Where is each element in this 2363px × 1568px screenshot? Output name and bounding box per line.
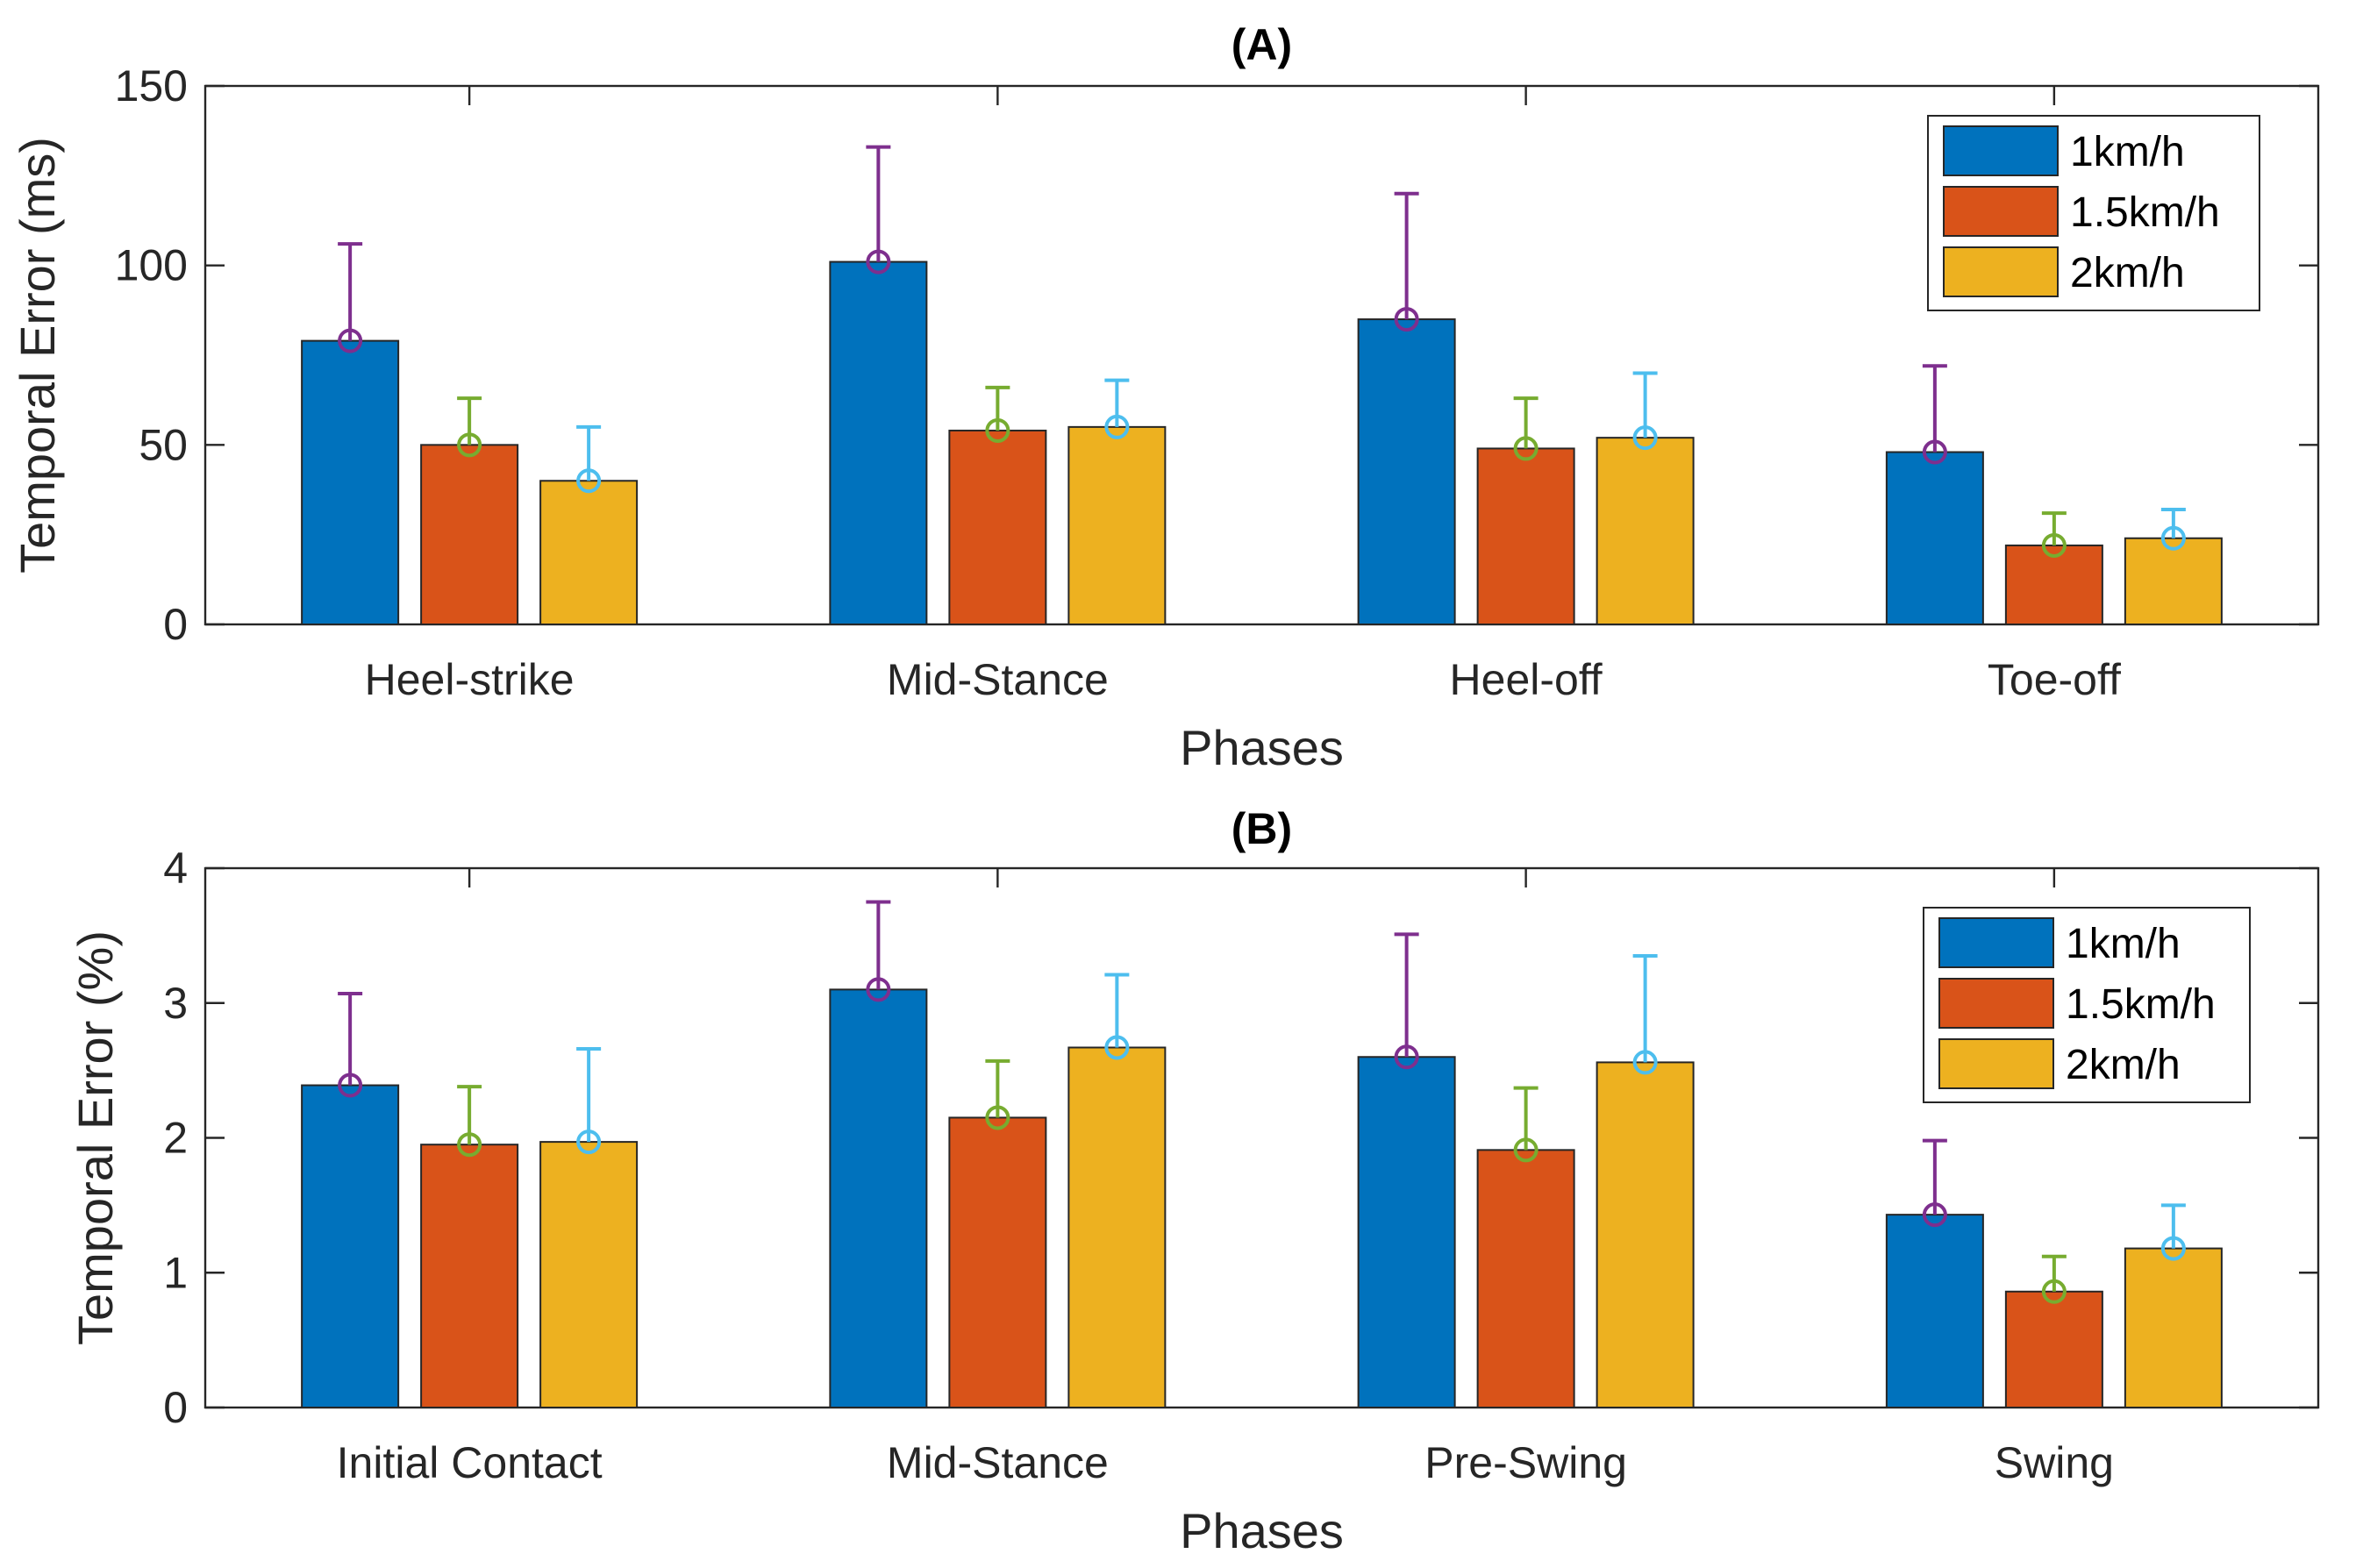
mean-marker — [1632, 425, 1658, 451]
y-tick-label: 2 — [163, 1114, 188, 1163]
bar — [1357, 318, 1456, 625]
y-tick-label: 0 — [163, 600, 188, 649]
bar — [948, 1116, 1047, 1408]
bar — [1357, 1056, 1456, 1408]
legend-swatch — [1938, 1038, 2054, 1089]
y-axis-label: Temporal Error (ms) — [10, 137, 65, 574]
mean-marker — [457, 1132, 482, 1158]
x-axis-label: Phases — [1180, 1503, 1344, 1558]
bar — [2124, 537, 2223, 626]
chart-title: (B) — [1231, 804, 1292, 853]
x-tick-label: Swing — [1995, 1438, 2114, 1487]
chart-b: (B) 0 1 2 3 4 Initial Contact Mid-Stance Pre-Swi… — [68, 804, 2320, 1558]
y-tick-label: 1 — [163, 1248, 188, 1297]
y-axis-label: Temporal Error (%) — [68, 930, 123, 1345]
mean-marker — [866, 249, 891, 274]
mean-marker — [338, 328, 363, 353]
x-tick-label: Mid-Stance — [887, 1438, 1109, 1487]
mean-marker — [1394, 1044, 1419, 1070]
bar — [1596, 1061, 1695, 1409]
mean-marker — [2160, 1236, 2186, 1261]
bar — [1476, 1149, 1575, 1409]
y-tick-label: 100 — [115, 241, 188, 290]
legend-label: 2km/h — [2066, 1042, 2181, 1088]
x-tick-label: Pre-Swing — [1424, 1438, 1627, 1487]
plot-area — [203, 84, 2320, 626]
bar — [1476, 447, 1575, 625]
bar — [829, 260, 928, 625]
legend-label: 1.5km/h — [2066, 981, 2216, 1028]
legend-label: 2km/h — [2070, 250, 2185, 296]
chart-a: (A) 0 50 100 150 Heel-strike Mid-Stance Heel-of… — [10, 20, 2320, 775]
legend-swatch — [1943, 186, 2059, 237]
y-tick-label: 0 — [163, 1383, 188, 1432]
mean-marker — [457, 432, 482, 458]
chart-title: (A) — [1231, 20, 1292, 69]
x-tick-label: Mid-Stance — [887, 655, 1109, 704]
bar — [420, 444, 519, 626]
bar — [539, 480, 639, 625]
mean-marker — [1104, 414, 1130, 439]
mean-marker — [338, 1073, 363, 1098]
mean-marker — [2041, 1279, 2067, 1304]
mean-marker — [985, 1105, 1010, 1130]
y-tick-label: 50 — [139, 420, 188, 469]
mean-marker — [985, 417, 1010, 443]
mean-marker — [1632, 1050, 1658, 1075]
legend-swatch — [1943, 246, 2059, 297]
bar — [1596, 437, 1695, 625]
x-tick-label: Heel-off — [1450, 655, 1603, 704]
mean-marker — [2160, 525, 2186, 551]
legend-swatch — [1938, 978, 2054, 1029]
legend-label: 1km/h — [2070, 129, 2185, 175]
mean-marker — [576, 468, 602, 494]
y-tick-label: 150 — [115, 61, 188, 110]
mean-marker — [1922, 439, 1947, 465]
mean-marker — [576, 1130, 602, 1155]
legend-swatch — [1943, 125, 2059, 176]
bar — [2004, 544, 2103, 625]
mean-marker — [1922, 1202, 1947, 1228]
y-tick-label: 3 — [163, 979, 188, 1028]
bar — [1067, 425, 1167, 625]
bar — [301, 339, 400, 625]
legend-label: 1.5km/h — [2070, 189, 2220, 236]
bar — [539, 1141, 639, 1409]
bar — [829, 988, 928, 1408]
mean-marker — [2041, 532, 2067, 558]
mean-marker — [866, 977, 891, 1002]
x-axis-label: Phases — [1180, 720, 1344, 775]
x-tick-label: Toe-off — [1988, 655, 2121, 704]
bar — [420, 1144, 519, 1408]
mean-marker — [1394, 307, 1419, 332]
y-tick-label: 4 — [163, 844, 188, 893]
bar — [1067, 1046, 1167, 1409]
x-tick-label: Initial Contact — [337, 1438, 603, 1487]
mean-marker — [1104, 1035, 1130, 1060]
bar — [1885, 451, 1984, 626]
legend-label: 1km/h — [2066, 921, 2181, 967]
mean-marker — [1513, 436, 1538, 461]
mean-marker — [1513, 1137, 1538, 1163]
bar — [948, 429, 1047, 625]
bar — [2004, 1290, 2103, 1409]
bar — [2124, 1247, 2223, 1408]
bar — [1885, 1214, 1984, 1408]
x-tick-label: Heel-strike — [365, 655, 575, 704]
legend-swatch — [1938, 917, 2054, 968]
bar — [301, 1084, 400, 1408]
